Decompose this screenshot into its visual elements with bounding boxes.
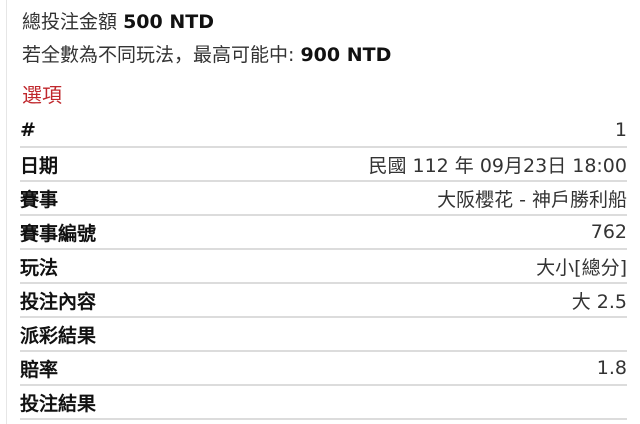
row-value: 大小[總分] <box>536 256 627 279</box>
row-bet-type: 玩法 大小[總分] <box>20 250 627 284</box>
row-value: 民國 112 年 09月23日 18:00 <box>368 154 627 177</box>
row-value: 大 2.5 <box>571 290 627 313</box>
row-match: 賽事 大阪櫻花 - 神戶勝利船 <box>20 182 627 216</box>
row-odds: 賠率 1.8 <box>20 352 627 386</box>
left-border <box>6 0 7 424</box>
max-win-line: 若全數為不同玩法，最高可能中: 900 NTD <box>22 40 391 67</box>
max-win-label: 若全數為不同玩法，最高可能中: <box>22 44 295 66</box>
row-value: 1 <box>614 119 627 141</box>
section-title: 選項 <box>22 83 62 107</box>
row-label: 賽事 <box>20 188 59 211</box>
row-payout-result: 派彩結果 <box>20 318 627 352</box>
row-label: 賽事編號 <box>20 222 97 245</box>
total-bet-line: 總投注金額 500 NTD <box>22 7 214 34</box>
row-bet-result: 投注結果 <box>20 386 627 420</box>
row-label: 賠率 <box>20 358 59 381</box>
row-label: 派彩結果 <box>20 324 97 347</box>
row-label: 玩法 <box>20 256 59 279</box>
row-value: 大阪櫻花 - 神戶勝利船 <box>437 188 627 211</box>
row-label: 投注結果 <box>20 392 97 415</box>
row-label: # <box>20 119 36 141</box>
row-label: 投注內容 <box>20 290 97 313</box>
row-value: 1.8 <box>596 357 627 379</box>
row-value: 762 <box>590 221 627 243</box>
row-date: 日期 民國 112 年 09月23日 18:00 <box>20 148 627 182</box>
total-bet-label: 總投注金額 <box>22 11 118 33</box>
row-label: 日期 <box>20 154 59 177</box>
row-number: #1 <box>20 114 627 148</box>
bet-detail-table: #1 日期 民國 112 年 09月23日 18:00 賽事 大阪櫻花 - 神戶勝利… <box>20 114 627 420</box>
row-selection: 投注內容 大 2.5 <box>20 284 627 318</box>
total-bet-value: 500 NTD <box>123 11 214 33</box>
row-match-id: 賽事編號 762 <box>20 216 627 250</box>
max-win-value: 900 NTD <box>300 44 392 66</box>
